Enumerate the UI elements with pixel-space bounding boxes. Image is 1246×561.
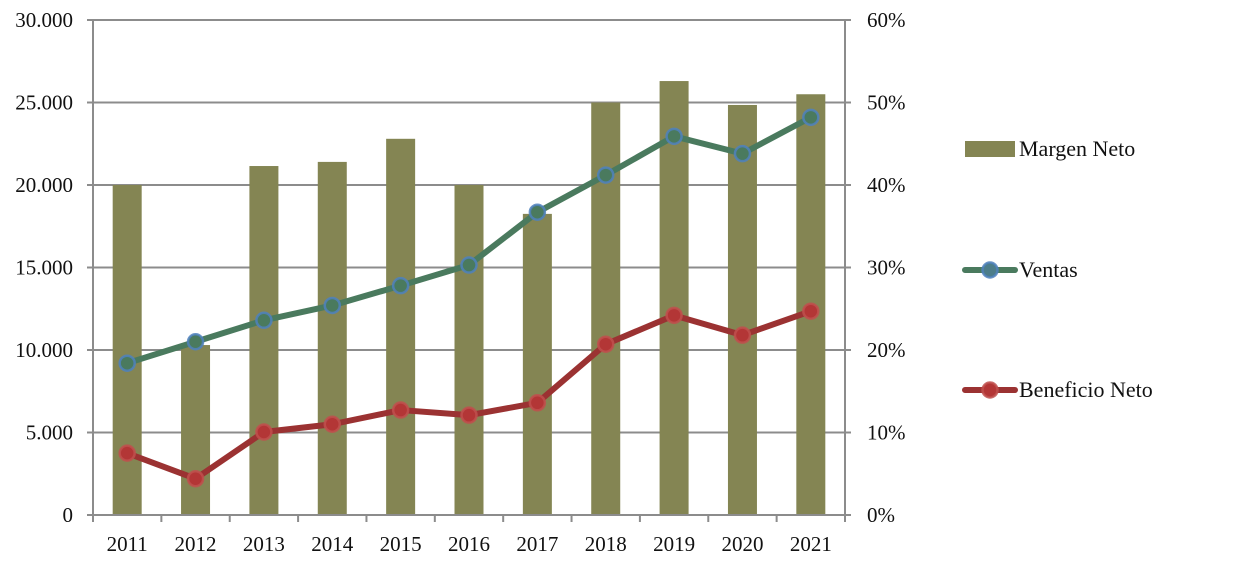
y2-tick-label: 60% <box>867 8 906 32</box>
x-tick-label: 2020 <box>721 532 763 556</box>
y-tick-label: 30.000 <box>15 8 73 32</box>
x-tick-label: 2017 <box>516 532 558 556</box>
data-point <box>733 144 752 163</box>
data-point <box>255 311 273 330</box>
legend-item: Beneficio Neto <box>962 377 1153 402</box>
data-point <box>665 306 683 325</box>
bars-margen-neto <box>112 81 826 516</box>
bar-margen-neto <box>112 185 142 515</box>
legend-label: Margen Neto <box>1019 136 1135 161</box>
bar-margen-neto <box>727 104 757 515</box>
data-point <box>323 296 342 315</box>
data-point <box>118 354 136 372</box>
legend-swatch <box>965 141 1015 157</box>
y-tick-label: 5.000 <box>26 421 73 445</box>
data-point <box>460 256 478 274</box>
legend: Margen Neto Ventas Beneficio Neto <box>962 136 1153 402</box>
y-axis-right-labels: 0% 10% 20% 30% 40% 50% 60% <box>867 8 906 527</box>
x-tick-label: 2016 <box>448 532 490 556</box>
legend-label: Beneficio Neto <box>1019 377 1153 402</box>
legend-label: Ventas <box>1019 257 1078 282</box>
data-point <box>186 333 205 351</box>
series-beneficio-neto <box>118 302 820 488</box>
bar-margen-neto <box>249 166 279 515</box>
bar-margen-neto <box>386 138 416 516</box>
y2-tick-label: 0% <box>867 503 895 527</box>
y2-tick-label: 30% <box>867 256 906 280</box>
data-point <box>391 401 410 419</box>
x-tick-label: 2018 <box>585 532 627 556</box>
y-tick-label: 10.000 <box>15 338 73 362</box>
y2-tick-label: 20% <box>867 338 906 362</box>
bar-margen-neto <box>317 161 347 515</box>
axes <box>87 19 851 522</box>
lines <box>118 108 820 488</box>
data-point <box>802 302 820 320</box>
bar-margen-neto <box>659 81 689 516</box>
data-point <box>255 423 273 441</box>
y-tick-label: 15.000 <box>15 256 73 280</box>
bar-margen-neto <box>454 185 484 515</box>
bar-margen-neto <box>522 213 552 515</box>
legend-item: Ventas <box>962 257 1078 282</box>
data-point <box>528 203 547 221</box>
data-point <box>665 127 683 146</box>
legend-item: Margen Neto <box>965 136 1135 161</box>
data-point <box>802 108 820 127</box>
data-point <box>186 469 205 488</box>
data-point <box>596 335 615 353</box>
series-ventas <box>118 108 820 372</box>
data-point <box>391 276 410 295</box>
data-point <box>323 415 342 433</box>
x-tick-label: 2015 <box>380 532 422 556</box>
x-tick-label: 2014 <box>311 532 354 556</box>
y-tick-label: 25.000 <box>15 91 73 115</box>
x-tick-label: 2021 <box>790 532 832 556</box>
y2-tick-label: 50% <box>867 91 906 115</box>
y-axis-left-labels: 0 5.000 10.000 15.000 20.000 25.000 30.000 <box>15 8 73 527</box>
y2-tick-label: 10% <box>867 421 906 445</box>
legend-marker <box>981 381 999 399</box>
data-point <box>733 326 752 344</box>
data-point <box>528 394 547 412</box>
data-point <box>596 166 615 184</box>
x-axis-labels: 2011 2012 2013 2014 2015 2016 2017 2018 2019 2020… <box>107 532 832 556</box>
y-tick-label: 0 <box>63 503 74 527</box>
x-tick-label: 2013 <box>243 532 285 556</box>
y2-tick-label: 40% <box>867 173 906 197</box>
x-tick-label: 2011 <box>107 532 148 556</box>
x-tick-label: 2012 <box>175 532 217 556</box>
data-point <box>460 406 478 424</box>
data-point <box>118 444 136 462</box>
legend-marker <box>981 261 999 279</box>
x-tick-label: 2019 <box>653 532 695 556</box>
bar-margen-neto <box>181 345 211 515</box>
bar-margen-neto <box>591 102 621 515</box>
y-tick-label: 20.000 <box>15 173 73 197</box>
